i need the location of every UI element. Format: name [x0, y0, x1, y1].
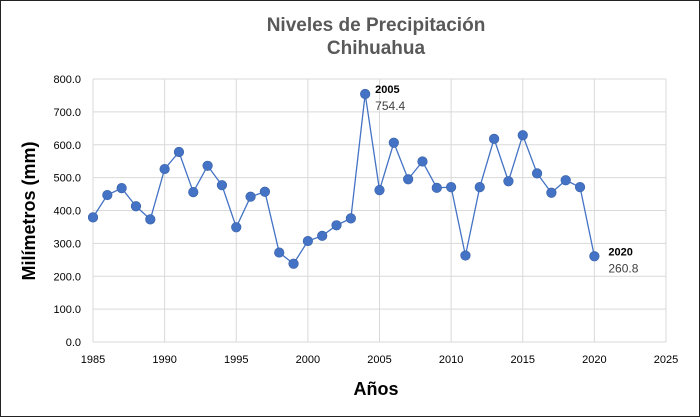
data-point — [589, 251, 600, 262]
annotation-year: 2005 — [375, 84, 399, 96]
data-point — [345, 213, 356, 224]
y-tick-label: 200.0 — [53, 271, 81, 283]
x-axis-label: Años — [354, 379, 399, 399]
data-point — [173, 146, 185, 158]
data-point — [403, 174, 414, 185]
data-point — [245, 191, 256, 202]
data-point — [360, 88, 371, 100]
data-point — [489, 133, 500, 144]
data-point — [259, 186, 271, 197]
data-point — [546, 187, 557, 198]
data-point — [102, 189, 113, 201]
data-point — [417, 156, 428, 167]
x-tick-label: 2010 — [439, 354, 463, 366]
data-point — [216, 180, 228, 191]
y-tick-label: 0.0 — [66, 337, 81, 349]
x-tick-label: 2020 — [582, 354, 606, 366]
y-axis-label: Milímetros (mm) — [19, 141, 39, 280]
x-tick-label: 2000 — [296, 354, 320, 366]
data-point — [302, 235, 313, 247]
x-tick-label: 1990 — [152, 354, 176, 366]
data-point — [503, 176, 514, 187]
x-tick-label: 2025 — [654, 354, 678, 366]
data-point — [331, 220, 342, 231]
data-point — [574, 182, 586, 193]
annotation-value: 260.8 — [608, 261, 638, 275]
data-point — [202, 160, 213, 171]
series-line — [92, 93, 596, 265]
x-tick-label: 2015 — [511, 354, 535, 366]
chart-subtitle: Chihuahua — [327, 38, 426, 59]
y-tick-label: 700.0 — [53, 107, 81, 119]
data-point — [317, 230, 328, 241]
x-tick-label: 1995 — [224, 354, 248, 366]
chart-title: Niveles de Precipitación — [267, 15, 486, 36]
data-point — [274, 247, 285, 258]
data-point — [474, 182, 485, 193]
x-tick-label: 2005 — [367, 354, 391, 366]
y-tick-label: 500.0 — [53, 173, 81, 185]
data-point — [446, 182, 457, 193]
data-point — [87, 212, 99, 223]
y-tick-label: 600.0 — [53, 140, 81, 152]
data-point — [188, 186, 199, 198]
y-tick-label: 100.0 — [53, 304, 81, 316]
data-point — [388, 137, 399, 148]
annotation-year: 2020 — [608, 246, 632, 258]
y-tick-label: 300.0 — [53, 238, 81, 250]
data-point — [145, 214, 156, 225]
data-point — [231, 222, 242, 233]
data-point — [560, 175, 571, 186]
x-tick-label: 1985 — [81, 354, 105, 366]
data-point — [374, 185, 385, 196]
data-point — [130, 201, 142, 212]
data-point — [288, 258, 299, 269]
data-point — [431, 182, 442, 193]
data-point — [517, 130, 528, 141]
data-point — [159, 163, 170, 175]
data-point — [116, 183, 127, 194]
data-point — [531, 168, 543, 179]
y-tick-label: 400.0 — [53, 206, 81, 218]
y-tick-label: 800.0 — [53, 74, 81, 86]
annotation-value: 754.4 — [375, 99, 405, 113]
data-point — [460, 250, 471, 261]
